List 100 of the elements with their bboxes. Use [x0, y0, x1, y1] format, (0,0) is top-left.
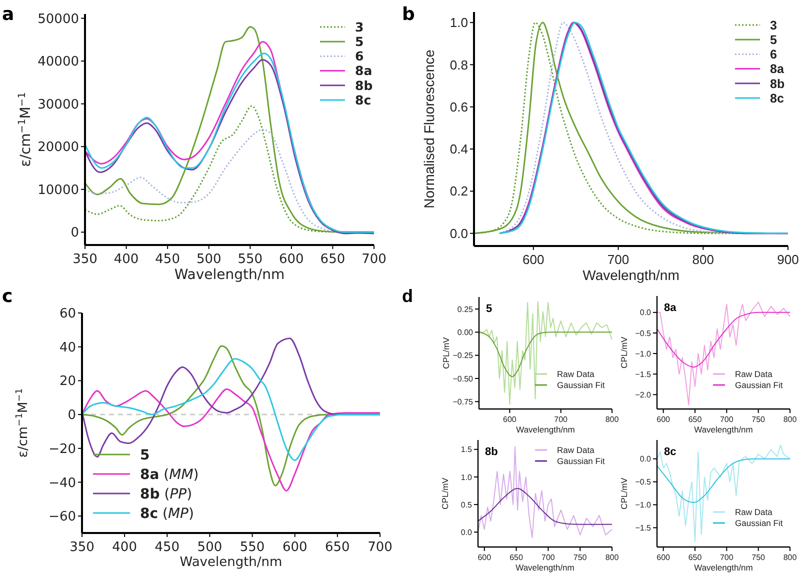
x-tick-label: 600	[478, 553, 492, 562]
y-tick-label: −1.0	[635, 349, 652, 358]
x-tick-label: 800	[783, 553, 798, 562]
y-axis-title: CPL/mV	[440, 477, 450, 510]
x-tick-label: 600	[656, 553, 671, 562]
y-axis-title: Normalised Fluorescence	[421, 49, 437, 208]
line-series	[478, 301, 612, 405]
y-tick-label: −60	[48, 510, 76, 525]
x-axis-title: Wavelength/nm	[174, 267, 285, 283]
chart-title: b	[402, 4, 415, 25]
x-tick-label: 400	[114, 252, 139, 267]
legend-label: 8c	[770, 91, 784, 106]
y-tick-label: 0	[70, 226, 79, 241]
x-tick-label: 550	[240, 540, 265, 555]
x-tick-label: 800	[605, 415, 620, 424]
x-tick-label: 450	[154, 540, 180, 555]
text: 5	[486, 303, 492, 315]
x-tick-label: 750	[573, 553, 588, 562]
y-tick-label: −2.0	[635, 390, 652, 400]
legend-label: 8a (MM)	[140, 466, 199, 483]
legend-label: Raw Data	[557, 444, 595, 455]
y-axis-title: CPL/mV	[619, 336, 629, 368]
y-tick-label: 0.5	[460, 500, 473, 510]
y-tick-label: 40000	[38, 54, 79, 70]
line-series	[656, 458, 790, 503]
x-tick-label: 600	[522, 252, 544, 267]
legend-label: 8b	[355, 78, 373, 93]
x-axis-title: Wavelength/nm	[516, 562, 574, 572]
y-tick-label: −20	[48, 442, 76, 457]
y-tick-label: 30000	[38, 97, 79, 112]
legend-label: 6	[770, 48, 777, 62]
y-tick-label: 0.6	[450, 99, 468, 114]
legend-label: Gaussian Fit	[557, 456, 606, 466]
x-tick-label: 650	[510, 553, 524, 562]
x-axis-title: Wavelength/nm	[694, 562, 753, 572]
x-tick-label: 650	[688, 553, 702, 562]
y-tick-label: 20	[59, 374, 76, 390]
x-tick-label: 700	[362, 252, 386, 267]
x-tick-label: 900	[777, 252, 799, 267]
y-axis-title: CPL/mV	[619, 477, 629, 510]
x-tick-label: 350	[70, 540, 94, 555]
legend-label: 3	[355, 19, 364, 34]
x-axis-title: Wavelength/nm	[582, 267, 680, 283]
y-tick-label: 40	[59, 340, 76, 356]
legend-label: Raw Data	[735, 368, 773, 379]
x-tick-label: 750	[752, 415, 766, 424]
x-tick-label: 700	[542, 553, 556, 562]
y-tick-label: 0.0	[640, 308, 652, 318]
y-tick-label: 0.00	[457, 328, 474, 337]
x-axis-title: Wavelength/nm	[180, 555, 282, 570]
x-tick-label: 700	[720, 415, 734, 424]
y-tick-label: 0.0	[460, 528, 473, 537]
x-tick-label: 700	[720, 553, 734, 562]
legend-label: 8a	[770, 62, 785, 76]
text: 8b	[485, 446, 498, 458]
x-tick-label: 650	[320, 252, 346, 267]
y-tick-label: 60	[59, 306, 76, 322]
legend-label: 8c	[355, 92, 372, 108]
y-tick-label: 50000	[38, 12, 79, 27]
line-series	[81, 358, 381, 461]
x-tick-label: 800	[783, 415, 798, 424]
legend-label: 8a	[355, 63, 372, 78]
y-tick-label: 0.25	[457, 304, 474, 314]
y-tick-label: 1.0	[450, 15, 468, 30]
line-series	[656, 444, 790, 542]
x-axis-title: Wavelength/nm	[516, 424, 575, 434]
y-tick-label: 0.2	[450, 184, 468, 199]
y-tick-label: −0.5	[635, 328, 652, 338]
legend-label: 5	[355, 34, 364, 49]
x-tick-label: 700	[368, 540, 392, 555]
y-tick-label: 0.4	[450, 142, 468, 157]
legend-label: Raw Data	[735, 506, 773, 517]
legend-label: 5	[140, 447, 150, 464]
line-series	[478, 332, 612, 378]
legend-label: Gaussian Fit	[735, 380, 784, 390]
line-series	[478, 488, 612, 525]
x-tick-label: 800	[605, 553, 620, 562]
y-tick-label: 0.0	[450, 226, 468, 241]
y-tick-label: 10000	[38, 182, 79, 198]
y-tick-label: 1.5	[460, 445, 473, 454]
legend-label: 8b	[770, 76, 785, 91]
y-tick-label: −0.25	[452, 351, 474, 360]
y-tick-label: −0.75	[452, 397, 474, 406]
x-tick-label: 700	[607, 252, 630, 267]
legend-label: 5	[770, 32, 777, 47]
legend-label: 8c (MP)	[140, 506, 194, 522]
x-tick-label: 450	[155, 252, 180, 267]
y-tick-label: 0.0	[640, 454, 652, 464]
y-tick-label: −1.0	[635, 500, 652, 510]
line-series	[656, 302, 790, 406]
x-tick-label: 650	[688, 415, 702, 424]
chart-title: a	[2, 4, 14, 25]
y-tick-label: −1.5	[635, 524, 652, 533]
y-tick-label: −1.5	[635, 370, 652, 379]
legend-label: 3	[770, 18, 777, 32]
x-axis-title: Wavelength/nm	[694, 424, 753, 434]
y-tick-label: 1.0	[460, 472, 473, 482]
legend-label: Gaussian Fit	[557, 380, 606, 390]
x-tick-label: 800	[692, 252, 714, 267]
x-tick-label: 600	[656, 415, 671, 424]
